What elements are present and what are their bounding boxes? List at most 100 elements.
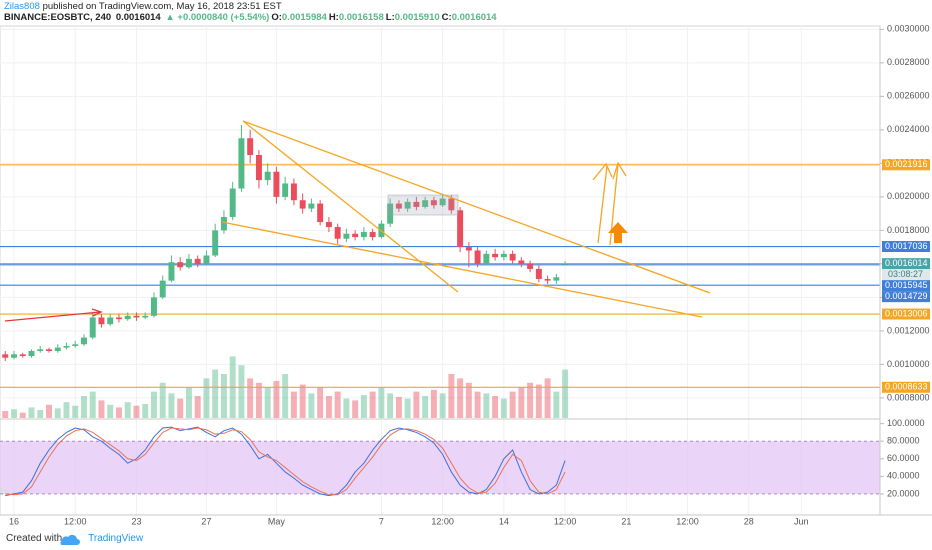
volume-bar (465, 382, 472, 418)
volume-bar (474, 391, 481, 418)
volume-bar (334, 391, 341, 418)
candle-body (422, 200, 429, 207)
volume-bar (98, 400, 105, 418)
candle-body (290, 183, 297, 201)
volume-bar (133, 405, 140, 418)
candle-body (28, 350, 35, 357)
ohlc-value: 0.0015910 (394, 12, 440, 23)
stoch-line (5, 426, 566, 497)
volume-bar (290, 391, 297, 418)
candle-body (439, 198, 446, 206)
volume-bar (159, 382, 166, 418)
candle-body (107, 317, 114, 325)
y-tick-label: 0.0020000 (887, 191, 930, 201)
volume-bar (500, 398, 507, 418)
header-line: BINANCE:EOSBTC, 240 0.0016014 ▲ +0.00008… (4, 12, 499, 23)
ohlc-label: L: (385, 12, 395, 23)
volume-bar (203, 378, 210, 418)
arrow-head (91, 308, 103, 317)
candle-body (395, 203, 402, 209)
volume-bar (115, 407, 122, 418)
stoch-layer (5, 426, 566, 497)
y-tick-label: 0.0008000 (887, 392, 930, 402)
candle-body (89, 317, 96, 338)
candle-body (37, 349, 44, 351)
candle-body (352, 233, 359, 238)
candle-body (404, 201, 411, 209)
x-tick-label: 23 (131, 516, 141, 526)
candle-body (553, 277, 560, 281)
level-label-bg (882, 258, 930, 270)
candle-body (203, 255, 210, 264)
stoch-band-layer (0, 440, 880, 495)
volume-bar (439, 393, 446, 418)
stoch-tick-label: 60.0000 (887, 453, 920, 463)
volume-bar (413, 391, 420, 418)
volume-bar (325, 396, 332, 418)
level-label: 0.0008633 (885, 382, 928, 392)
level-label: 0.0017036 (885, 241, 928, 251)
candle-body (54, 347, 61, 351)
candle-layer (2, 124, 569, 362)
level-label: 0.0021916 (885, 159, 928, 169)
header: Zilas808 published on TradingView.com, M… (4, 1, 499, 23)
x-tick-label: 16 (9, 516, 19, 526)
volume-bar (273, 381, 280, 418)
candle-body (11, 354, 17, 358)
level-label-bg (882, 308, 930, 320)
y-tick-label: 0.0030000 (887, 24, 930, 34)
volume-bar (185, 387, 192, 418)
candle-body (168, 262, 175, 281)
y-tick-label: 0.0028000 (887, 57, 930, 67)
highlight-box (387, 194, 459, 216)
volume-bar (553, 391, 560, 418)
stoch-band (0, 441, 880, 494)
grid (0, 26, 880, 515)
level-label: 0.0014729 (885, 291, 928, 301)
volume-bar (212, 369, 219, 418)
level-label-bg (882, 280, 930, 292)
level-label-bg (882, 381, 930, 393)
x-tick-label: Jun (794, 516, 809, 526)
candle-body (457, 210, 464, 248)
volume-bar (81, 396, 87, 418)
level-label-bg (882, 241, 930, 253)
volume-bar (11, 409, 17, 418)
candle-body (124, 315, 131, 320)
stoch-tick-label: 40.0000 (887, 471, 920, 481)
candle-body (474, 250, 481, 264)
candle-body (334, 227, 341, 239)
volume-bar (72, 405, 79, 418)
x-tick-label: 12:00 (554, 516, 577, 526)
y-tick-label: 0.0018000 (887, 225, 930, 235)
drawings (4, 120, 711, 322)
x-tick-label: 27 (201, 516, 211, 526)
x-tick-label: 28 (744, 516, 754, 526)
ohlc-label: H: (328, 12, 339, 23)
ohlc-label: C: (441, 12, 452, 23)
volume-bar (562, 369, 569, 418)
candle-body (72, 344, 79, 346)
volume-bar (343, 398, 350, 418)
volume-layer (2, 356, 569, 418)
candle-body (238, 138, 245, 189)
volume-bar (142, 403, 149, 418)
volume-bar (404, 398, 411, 418)
candle-body (448, 198, 455, 211)
level-label: 0.0016014 (885, 258, 928, 268)
volume-bar (2, 410, 9, 418)
volume-bar (28, 407, 35, 418)
candle-body (142, 315, 149, 318)
symbol: BINANCE:EOSBTC, 240 (4, 12, 112, 23)
volume-bar (107, 404, 114, 418)
volume-bar (395, 396, 402, 418)
ohlc-value: 0.0016158 (338, 12, 384, 23)
candle-body (98, 317, 105, 325)
candle-body (159, 280, 166, 298)
brand: TradingView (88, 533, 144, 544)
candle-body (150, 297, 157, 316)
volume-bar (54, 408, 61, 418)
candle-body (430, 200, 437, 206)
x-tick-label: 21 (621, 516, 631, 526)
volume-bar (492, 396, 499, 418)
